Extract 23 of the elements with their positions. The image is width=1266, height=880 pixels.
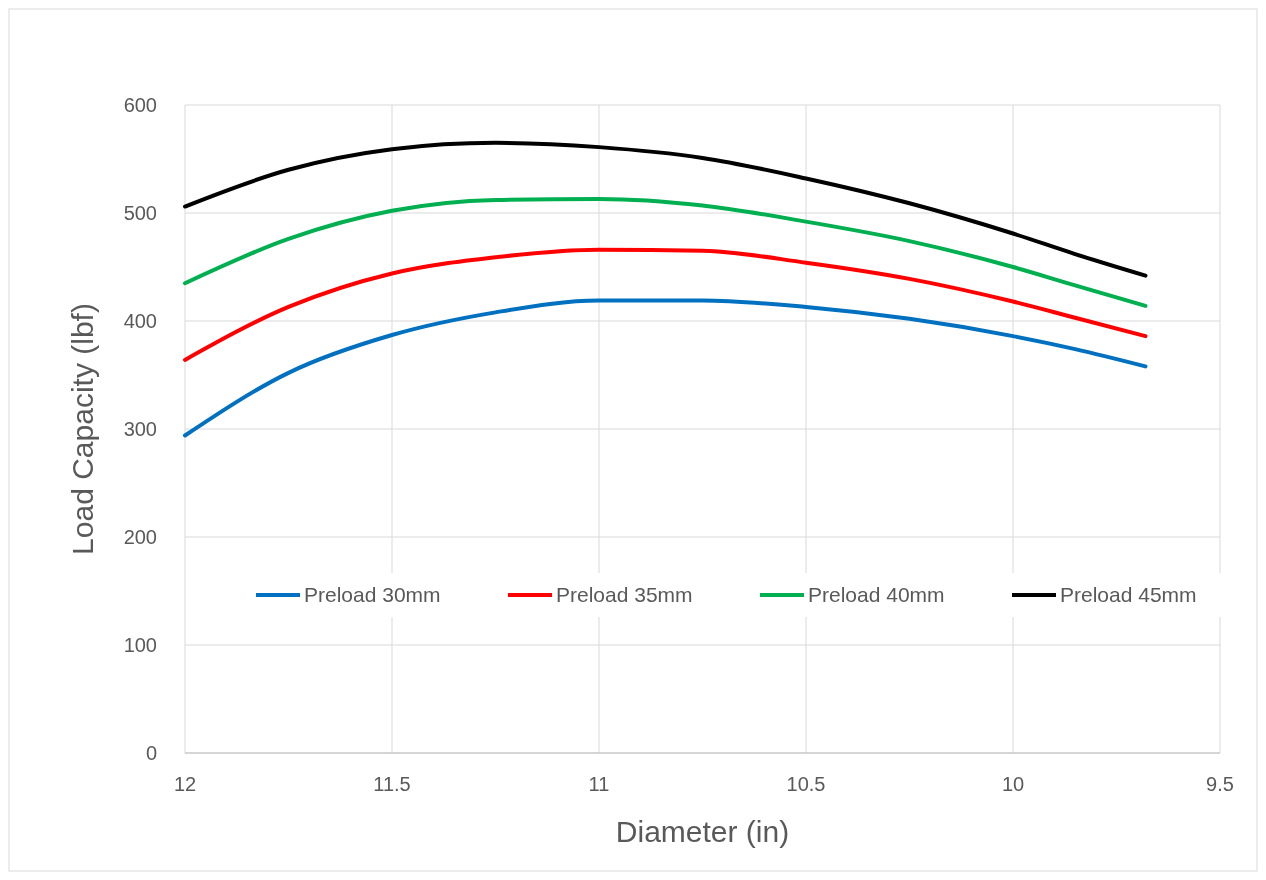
legend-label: Preload 30mm	[304, 583, 441, 607]
x-tick-label: 12	[173, 773, 197, 795]
legend-label: Preload 35mm	[556, 583, 693, 607]
x-tick-label: 10	[1001, 773, 1025, 795]
legend-label: Preload 45mm	[1060, 583, 1197, 607]
y-tick-label: 200	[123, 526, 157, 548]
y-tick-label: 0	[145, 742, 157, 764]
y-tick-label: 100	[123, 634, 157, 656]
x-axis-title: Diameter (in)	[615, 815, 790, 848]
line-series	[183, 247, 1148, 362]
line-series	[183, 196, 1148, 308]
y-tick-label: 500	[123, 202, 157, 224]
y-axis-title: Load Capacity (lbf)	[66, 303, 99, 555]
y-tick-label: 600	[123, 94, 157, 116]
x-tick-label: 11.5	[373, 773, 411, 795]
legend-label: Preload 40mm	[808, 583, 945, 607]
x-tick-label: 10.5	[786, 773, 826, 795]
x-tick-label: 9.5	[1206, 773, 1234, 795]
line-series	[183, 298, 1148, 438]
y-tick-label: 300	[123, 418, 157, 440]
y-tick-label: 400	[123, 310, 157, 332]
line-series	[183, 140, 1148, 278]
x-tick-label: 11	[588, 773, 610, 795]
